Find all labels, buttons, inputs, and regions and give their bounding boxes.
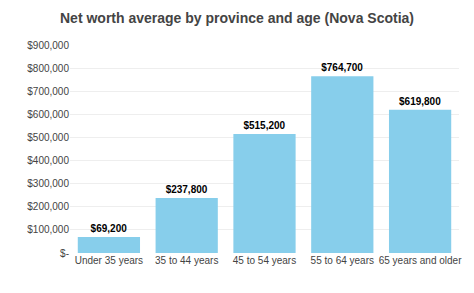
svg-text:55 to 64 years: 55 to 64 years bbox=[311, 255, 374, 266]
svg-text:$900,000: $900,000 bbox=[27, 40, 69, 51]
svg-text:45 to 54 years: 45 to 54 years bbox=[233, 255, 296, 266]
svg-text:Net worth average by province: Net worth average by province and age (N… bbox=[60, 10, 414, 26]
svg-text:$69,200: $69,200 bbox=[91, 223, 128, 234]
svg-text:65 years and older: 65 years and older bbox=[379, 255, 463, 266]
svg-text:$400,000: $400,000 bbox=[27, 155, 69, 166]
svg-text:$500,000: $500,000 bbox=[27, 132, 69, 143]
svg-text:$300,000: $300,000 bbox=[27, 178, 69, 189]
svg-text:$764,700: $764,700 bbox=[321, 62, 363, 73]
svg-text:$237,800: $237,800 bbox=[166, 184, 208, 195]
svg-text:$515,200: $515,200 bbox=[243, 120, 285, 131]
svg-text:$100,000: $100,000 bbox=[27, 224, 69, 235]
svg-text:$-: $- bbox=[60, 248, 69, 259]
svg-text:$200,000: $200,000 bbox=[27, 201, 69, 212]
svg-text:Under 35 years: Under 35 years bbox=[75, 255, 143, 266]
svg-text:$619,800: $619,800 bbox=[399, 96, 441, 107]
svg-text:35 to 44 years: 35 to 44 years bbox=[155, 255, 218, 266]
svg-text:$700,000: $700,000 bbox=[27, 86, 69, 97]
svg-text:$600,000: $600,000 bbox=[27, 109, 69, 120]
svg-text:$800,000: $800,000 bbox=[27, 63, 69, 74]
